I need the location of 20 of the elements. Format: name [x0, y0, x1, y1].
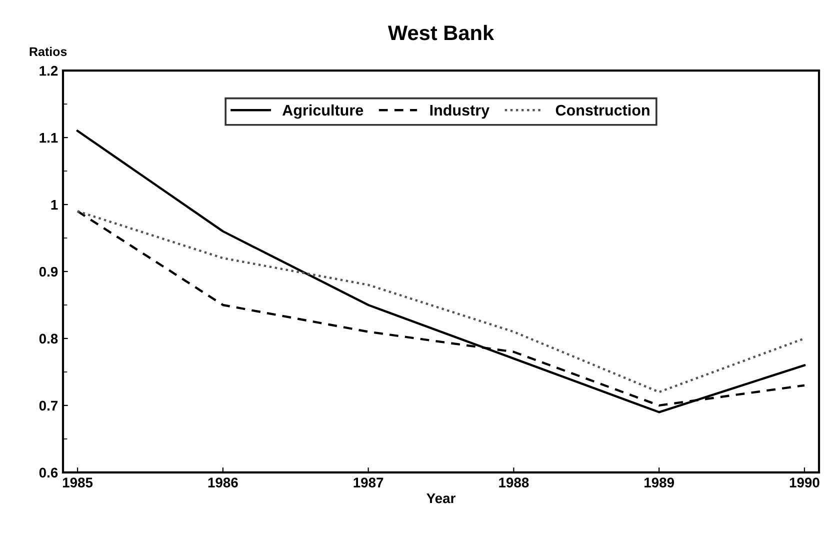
- y-tick-label: 1: [51, 200, 58, 210]
- x-tick-label: 1985: [62, 478, 93, 488]
- y-tick-label: 0.9: [39, 266, 58, 277]
- legend-label: Agriculture: [282, 104, 364, 119]
- x-tick-label: 1988: [499, 478, 529, 488]
- legend-label: Construction: [556, 104, 650, 116]
- line-series: [76, 130, 806, 414]
- x-tick-label: 1989: [644, 478, 674, 488]
- x-tick-label: 1986: [208, 478, 238, 488]
- chart-title: West Bank: [388, 24, 494, 40]
- x-tick-label: 1987: [354, 478, 384, 488]
- y-tick-label: 1.2: [40, 66, 58, 76]
- x-axis-title: Year: [426, 494, 456, 504]
- y-tick-label: 1.1: [40, 133, 58, 143]
- y-tick-label: 0.6: [39, 468, 58, 478]
- y-tick-label: 0.7: [39, 400, 58, 411]
- x-tick-label: 1990: [790, 478, 820, 488]
- y-axis-title: Ratios: [30, 46, 67, 56]
- y-tick-label: 0.8: [39, 334, 58, 344]
- legend-label: Industry: [430, 104, 490, 119]
